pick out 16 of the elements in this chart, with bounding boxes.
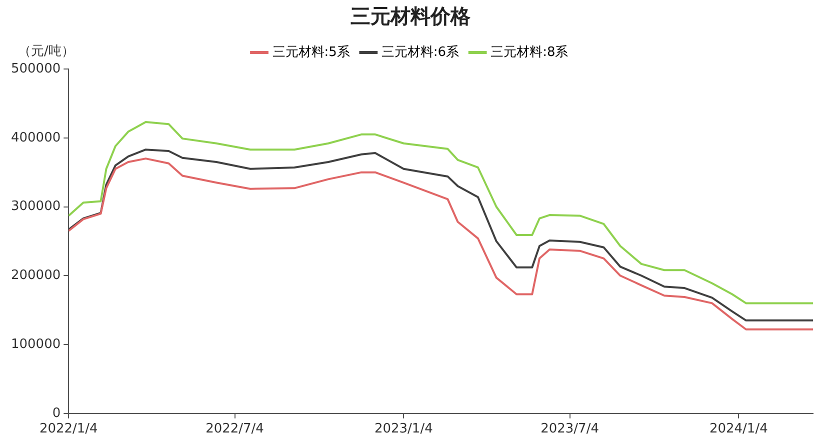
legend-label: 三元材料:6系 xyxy=(381,44,460,60)
chart-title: 三元材料价格 xyxy=(350,4,472,28)
x-tick-label: 2023/1/4 xyxy=(374,422,433,437)
y-tick-label: 0 xyxy=(52,406,61,421)
y-tick-label: 500000 xyxy=(10,61,61,76)
legend-label: 三元材料:5系 xyxy=(272,44,350,60)
y-axis-title: （元/吨） xyxy=(18,44,74,59)
y-tick-label: 200000 xyxy=(10,268,61,284)
x-tick-label: 2024/1/4 xyxy=(709,422,768,437)
y-tick-label: 100000 xyxy=(10,336,61,352)
legend-label: 三元材料:8系 xyxy=(490,44,568,60)
x-tick-label: 2022/1/4 xyxy=(39,422,98,437)
y-tick-label: 300000 xyxy=(10,199,61,214)
y-tick-label: 400000 xyxy=(10,130,61,146)
x-tick-label: 2022/7/4 xyxy=(206,422,264,437)
x-tick-label: 2023/7/4 xyxy=(540,422,599,437)
